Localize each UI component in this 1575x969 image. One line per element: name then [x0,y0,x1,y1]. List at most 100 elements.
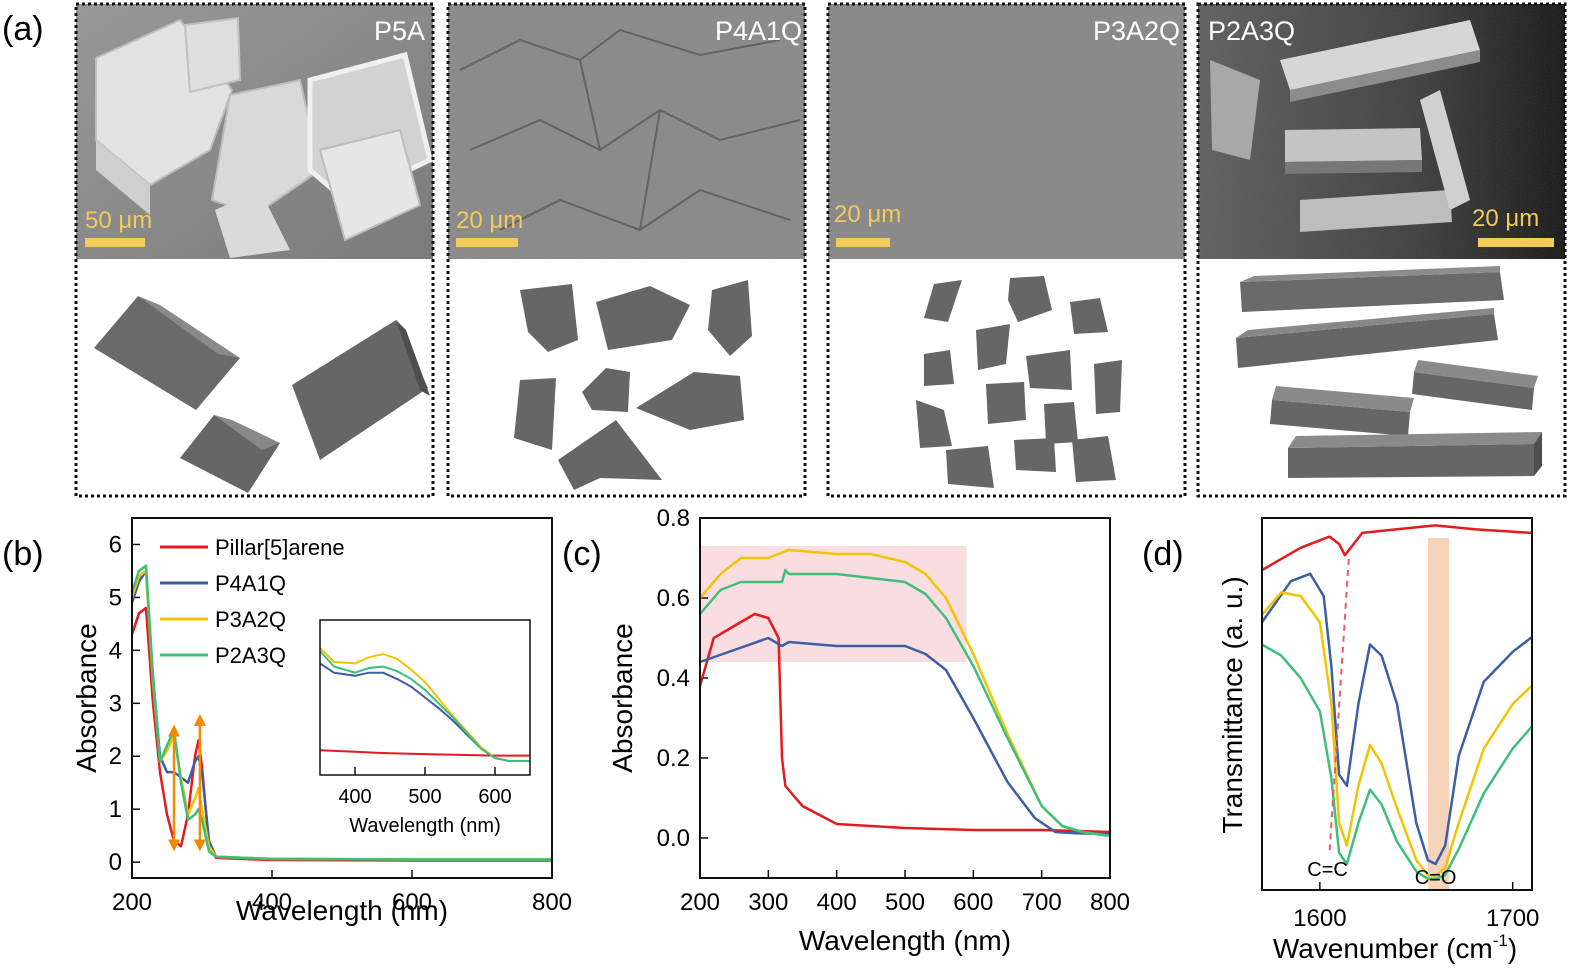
chart-c-ytick-label-0: 0.0 [657,825,690,852]
chart-c-series-p4a1q [699,636,1111,836]
chart-b-inset-series-pillar5arene [319,749,530,757]
chart-b-inset-xtick-label-600: 600 [478,786,511,808]
legend-label-p2a3q: P2A3Q [215,643,286,668]
chart-b: 200 400 600 800 0 1 2 3 4 5 6 Wavelength (nm) Abso… [71,517,572,926]
chart-d: 1600 1700 C=C C=O Wavenumber (cm-1) Transmi… [1217,517,1539,964]
scale-label-p2a3q: 20 μm [1472,205,1539,232]
chart-d-series-p3a2q [1261,591,1533,877]
scale-label-p3a2q: 20 μm [834,201,901,228]
legend-label-pillar5arene: Pillar[5]arene [215,535,345,560]
chart-d-shaded-band [1427,538,1450,890]
chart-d-frame [1261,517,1533,891]
shape-schematic-p3a2q [916,276,1122,488]
chart-d-series-pillar5arene [1261,524,1533,572]
chart-b-ytick-label-0: 0 [109,849,122,876]
chart-d-xtick-label-1600: 1600 [1293,905,1346,932]
scale-label-p5a: 50 μm [85,207,152,234]
chart-c-xtick-label-600: 600 [953,889,993,916]
scale-bar-p4a1q [456,238,518,247]
sample-p2a3q: 20 μm P2A3Q [1196,2,1567,498]
chart-b-arrow-up-head-1 [193,713,206,726]
chart-c-ylabel: Absorbance [607,623,638,772]
chart-c-frame [699,517,1111,879]
chart-c-xtick-label-200: 200 [680,889,720,916]
chart-b-arrow-down-head-1 [193,839,206,852]
chart-b-ytick-label-5: 5 [109,584,122,611]
scale-bar-p2a3q [1478,238,1554,247]
chart-b-arrow-down-head-0 [168,839,180,852]
sem-crystals-p5a [95,16,433,258]
chart-b-ytick-label-2: 2 [109,743,122,770]
scale-bar-p5a [85,238,145,247]
legend-label-p3a2q: P3A2Q [215,607,286,632]
panel-d-label: (d) [1142,535,1184,573]
chart-b-xtick-label-800: 800 [532,889,572,916]
chart-b-inset-xtick-label-500: 500 [408,786,441,808]
chart-d-annotation-1: C=O [1415,867,1457,889]
chart-c: 200 300 400 500 600 700 800 0.0 0.2 0.4 0.6 0.8 Wav… [607,505,1130,956]
sample-frame-p4a1q [446,2,807,498]
sample-frame-p2a3q [1196,2,1567,498]
chart-b-xtick-label-400: 400 [252,889,292,916]
sample-label-p3a2q: P3A2Q [1093,16,1180,46]
panel-a-label: (a) [2,10,44,48]
chart-c-xtick-label-500: 500 [885,889,925,916]
chart-b-inset-series-p2a3q [319,650,530,762]
chart-b-inset: 400 500 600 Wavelength (nm) [319,619,531,837]
chart-d-annotation-0: C=C [1307,859,1348,881]
sample-p3a2q: 20 μm P3A2Q [826,2,1187,498]
chart-d-xlabel-end: ) [1508,933,1517,964]
chart-d-ylabel: Transmittance (a. u.) [1217,576,1248,833]
chart-c-xlabel: Wavelength (nm) [799,925,1011,956]
chart-c-ytick-label-1: 0.2 [657,745,690,772]
chart-c-ytick-label-2: 0.4 [657,665,690,692]
shape-schematic-p4a1q [514,280,752,490]
chart-c-shaded-region [700,546,967,662]
chart-c-ytick-label-4: 0.8 [657,505,690,532]
chart-b-ytick-label-6: 6 [109,531,122,558]
sem-rods-p2a3q [1210,20,1480,232]
chart-d-xlabel-main: Wavenumber (cm [1273,933,1493,964]
sample-p4a1q: 20 μm P4A1Q [446,2,807,498]
sample-label-p2a3q: P2A3Q [1208,16,1295,46]
shape-schematic-p2a3q [1236,266,1542,478]
chart-b-series-p2a3q [130,564,552,861]
sample-frame-p5a [74,2,435,498]
chart-b-ytick-label-1: 1 [109,796,122,823]
chart-c-xtick-label-400: 400 [817,889,857,916]
chart-c-xtick-label-800: 800 [1090,889,1130,916]
chart-d-xtick-label-1700: 1700 [1486,905,1539,932]
chart-b-inset-xtick-label-400: 400 [338,786,371,808]
chart-b-xlabel: Wavelength (nm) [236,895,448,926]
scale-bar-p3a2q [836,238,890,247]
sample-label-p5a: P5A [374,16,425,46]
chart-b-frame [131,517,553,879]
chart-b-ylabel: Absorbance [71,623,102,772]
chart-c-series-p2a3q [699,568,1111,838]
chart-b-inset-xlabel: Wavelength (nm) [349,815,501,837]
chart-d-series-p2a3q [1261,643,1533,881]
chart-b-xtick-label-600: 600 [392,889,432,916]
chart-d-xlabel-sup: -1 [1493,931,1508,950]
chart-d-dashed-guide [1328,558,1350,853]
shape-schematic-p5a [94,296,430,493]
chart-c-series-pillar5arene [698,612,1111,834]
chart-b-arrow-up-head-0 [168,724,180,737]
panel-c-label: (c) [562,535,602,573]
legend-label-p4a1q: P4A1Q [215,571,286,596]
chart-c-xtick-label-300: 300 [748,889,788,916]
legend-b: Pillar[5]arene P4A1Q P3A2Q P2A3Q [160,535,345,668]
chart-b-xtick-label-200: 200 [112,889,152,916]
chart-b-inset-frame [319,619,531,776]
sample-p5a: 50 μm P5A [74,2,435,498]
chart-c-xtick-label-700: 700 [1022,889,1062,916]
sample-frame-p3a2q [826,2,1187,498]
chart-b-ytick-label-3: 3 [109,690,122,717]
chart-d-series-p4a1q [1260,572,1533,866]
sample-label-p4a1q: P4A1Q [715,16,802,46]
chart-b-ytick-label-4: 4 [109,637,122,664]
chart-d-xlabel: Wavenumber (cm-1) [1273,931,1517,964]
scale-label-p4a1q: 20 μm [456,207,523,234]
panel-b-label: (b) [2,535,44,573]
